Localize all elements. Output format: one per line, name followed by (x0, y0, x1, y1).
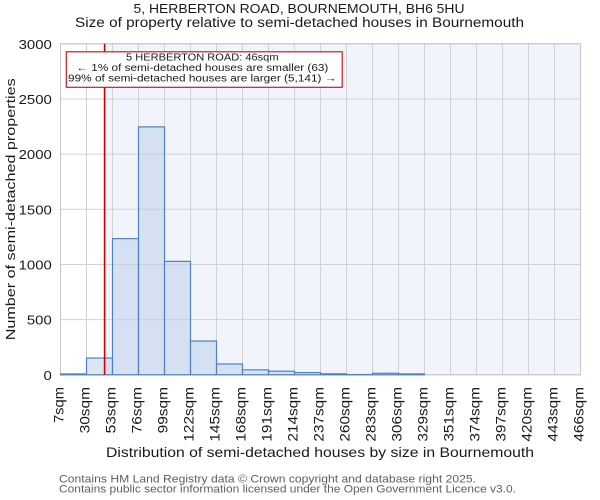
svg-text:2500: 2500 (19, 92, 52, 107)
svg-text:443sqm: 443sqm (546, 387, 561, 442)
svg-text:329sqm: 329sqm (416, 387, 431, 442)
svg-text:260sqm: 260sqm (338, 387, 353, 442)
svg-text:99% of semi-detached houses ar: 99% of semi-detached houses are larger (… (68, 74, 337, 85)
svg-text:374sqm: 374sqm (468, 387, 483, 442)
svg-text:99sqm: 99sqm (156, 387, 171, 433)
svg-text:5, HERBERTON ROAD, BOURNEMOUTH: 5, HERBERTON ROAD, BOURNEMOUTH, BH6 5HU (134, 1, 465, 16)
svg-text:30sqm: 30sqm (78, 387, 93, 433)
svg-text:191sqm: 191sqm (260, 387, 275, 442)
svg-text:306sqm: 306sqm (390, 387, 405, 442)
svg-text:420sqm: 420sqm (520, 387, 535, 442)
svg-text:Size of property relative to s: Size of property relative to semi-detach… (75, 15, 524, 30)
svg-text:7sqm: 7sqm (52, 387, 67, 423)
svg-text:3000: 3000 (19, 37, 52, 52)
svg-text:1000: 1000 (19, 258, 52, 273)
svg-text:← 1% of semi-detached houses a: ← 1% of semi-detached houses are smaller… (76, 63, 328, 74)
svg-text:Distribution of semi-detached: Distribution of semi-detached houses by … (106, 444, 534, 460)
svg-text:53sqm: 53sqm (104, 387, 119, 433)
svg-text:122sqm: 122sqm (182, 387, 197, 442)
svg-text:Number of semi-detached proper: Number of semi-detached properties (3, 78, 18, 340)
svg-text:Contains HM Land Registry data: Contains HM Land Registry data © Crown c… (59, 474, 476, 486)
svg-text:214sqm: 214sqm (286, 387, 301, 442)
svg-text:1500: 1500 (19, 202, 52, 217)
svg-text:5 HERBERTON ROAD: 46sqm: 5 HERBERTON ROAD: 46sqm (126, 53, 279, 64)
svg-text:500: 500 (27, 313, 52, 328)
svg-text:Contains public sector informa: Contains public sector information licen… (59, 484, 516, 496)
svg-text:168sqm: 168sqm (234, 387, 249, 442)
svg-text:0: 0 (44, 368, 52, 383)
svg-text:237sqm: 237sqm (312, 387, 327, 442)
svg-text:397sqm: 397sqm (494, 387, 509, 442)
svg-text:2000: 2000 (19, 147, 52, 162)
svg-text:145sqm: 145sqm (208, 387, 223, 442)
svg-text:351sqm: 351sqm (442, 387, 457, 442)
svg-text:76sqm: 76sqm (130, 387, 145, 433)
svg-text:466sqm: 466sqm (572, 387, 587, 442)
svg-text:283sqm: 283sqm (364, 387, 379, 442)
